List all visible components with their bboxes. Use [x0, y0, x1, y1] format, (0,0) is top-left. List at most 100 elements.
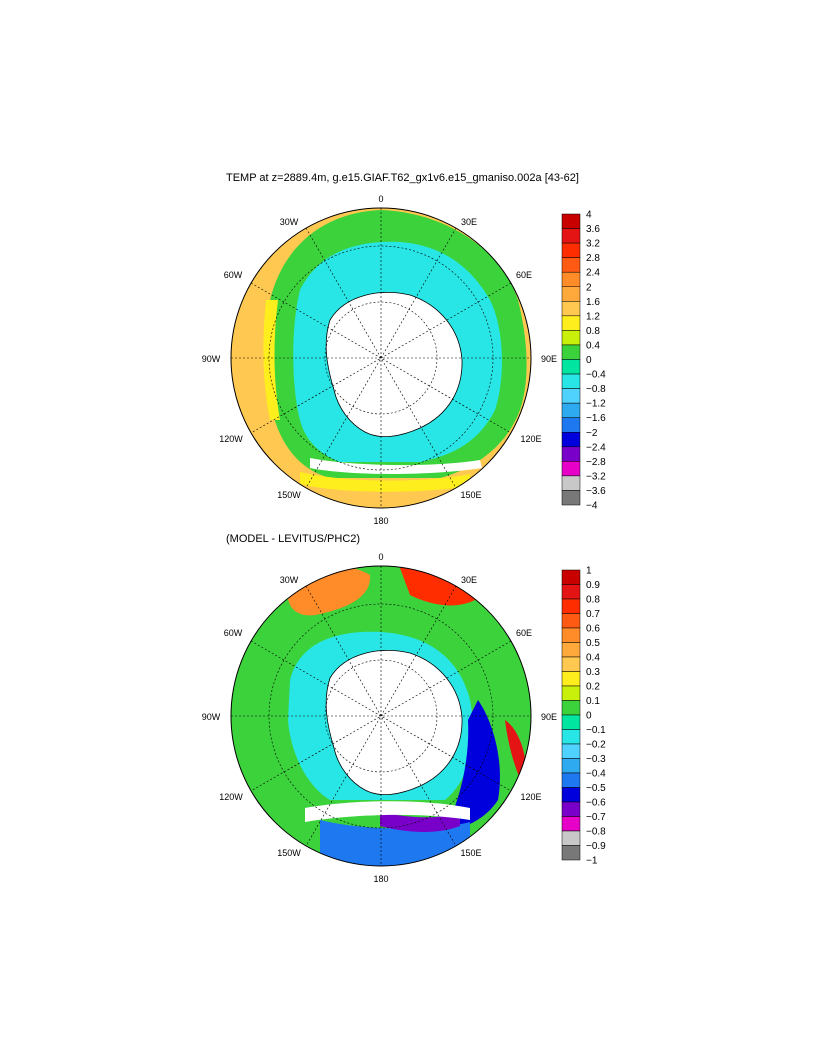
bottom-purple-south: [380, 812, 460, 832]
longitude-label: 30W: [280, 575, 299, 585]
colorbar-swatch: [561, 584, 581, 600]
colorbar-swatch: [561, 271, 581, 288]
longitude-label: 180: [373, 516, 388, 526]
longitude-label: 150E: [460, 490, 481, 500]
colorbar-label: 2: [586, 282, 592, 293]
colorbar-label: 0.1: [586, 696, 600, 707]
colorbar-swatch: [561, 315, 581, 331]
longitude-label: 60W: [224, 628, 243, 638]
top-longitude-labels: 0 30E 60E 90E 120E 150E 180 150W 120W 90W 60W 30W: [202, 194, 557, 526]
longitude-label: 120E: [520, 434, 541, 444]
colorbar-swatch: [561, 330, 581, 346]
longitude-label: 150W: [277, 490, 301, 500]
colorbar-label: 0.7: [586, 609, 600, 620]
longitude-label: 90E: [541, 712, 557, 722]
top-yellow-west-rim: [263, 300, 280, 420]
colorbar-swatch: [561, 598, 581, 614]
colorbar-label: −3.2: [586, 471, 606, 482]
colorbar-label: −1.6: [586, 413, 606, 424]
bottom-map-border: [230, 565, 532, 867]
colorbar-label: 1.2: [586, 311, 600, 322]
colorbar-label: 0: [586, 711, 592, 722]
colorbar-swatch: [561, 671, 581, 687]
colorbar-swatch: [561, 569, 581, 585]
top-antarctica-land: [325, 292, 463, 438]
colorbar-swatch: [561, 613, 581, 629]
longitude-label: 90W: [202, 354, 221, 364]
colorbar-swatch: [561, 700, 581, 716]
bottom-panel-title: (MODEL - LEVITUS/PHC2): [226, 533, 361, 545]
colorbar-label: 0: [586, 355, 592, 366]
longitude-label: 60E: [516, 270, 532, 280]
colorbar-swatch: [561, 729, 581, 745]
bottom-colorbar: 1 0.9 0.8 0.7 0.6 0.5 0.4 0.3 0.2 0.1 0 −0.1 −0.2 −0.…: [561, 566, 606, 867]
longitude-label: 30E: [461, 217, 477, 227]
colorbar-swatch: [561, 490, 581, 506]
colorbar-swatch: [561, 344, 581, 360]
colorbar-swatch: [561, 461, 581, 477]
colorbar-swatch: [561, 228, 581, 244]
colorbar-label: 0.9: [586, 580, 600, 591]
colorbar-swatch: [561, 642, 581, 658]
colorbar-label: 3.2: [586, 239, 600, 250]
colorbar-label: −1: [586, 856, 598, 867]
colorbar-label: 3.6: [586, 224, 600, 235]
longitude-label: 30E: [461, 575, 477, 585]
top-south-white-strip: [310, 458, 482, 474]
top-colorbar: 4 3.6 3.2 2.8 2.4 2 1.6 1.2 0.8 0.4 0 −0.4 −0.8 −1.2 −…: [561, 210, 606, 512]
colorbar-label: −2.4: [586, 442, 606, 453]
bottom-graticule: [231, 566, 531, 866]
longitude-label: 150W: [277, 848, 301, 858]
longitude-label: 60E: [516, 628, 532, 638]
bottom-blue-east-band: [445, 700, 500, 830]
bottom-antarctica-land: [325, 650, 463, 796]
colorbar-swatch: [561, 714, 581, 730]
colorbar-swatch: [561, 388, 581, 404]
colorbar-swatch: [561, 656, 581, 672]
colorbar-swatch: [561, 787, 581, 803]
colorbar-swatch: [561, 432, 581, 448]
longitude-label: 90W: [202, 712, 221, 722]
colorbar-swatch: [561, 242, 581, 258]
bottom-red-ne-patch: [400, 566, 475, 606]
colorbar-label: 4: [586, 210, 592, 221]
colorbar-label: −0.1: [586, 725, 606, 736]
colorbar-label: 1: [586, 566, 592, 577]
longitude-label: 0: [378, 194, 383, 204]
colorbar-swatch: [561, 257, 581, 273]
longitude-label: 30W: [280, 217, 299, 227]
colorbar-label: 0.8: [586, 595, 600, 606]
colorbar-swatch: [561, 830, 581, 846]
bottom-longitude-labels: 0 30E 60E 90E 120E 150E 180 150W 120W 90W 60W 30W: [202, 552, 557, 884]
top-graticule: [231, 208, 531, 508]
colorbar-label: −0.5: [586, 783, 606, 794]
colorbar-label: −2.8: [586, 457, 606, 468]
colorbar-swatch: [561, 627, 581, 643]
top-yellow-south-rim: [300, 472, 470, 492]
colorbar-label: 1.6: [586, 297, 600, 308]
colorbar-label: 2.4: [586, 268, 600, 279]
colorbar-label: −0.4: [586, 370, 606, 381]
colorbar-swatch: [561, 373, 581, 389]
colorbar-swatch: [561, 475, 581, 491]
colorbar-label: 0.5: [586, 638, 600, 649]
longitude-label: 60W: [224, 270, 243, 280]
colorbar-swatch: [561, 402, 581, 418]
colorbar-swatch: [561, 801, 581, 817]
colorbar-label: 2.8: [586, 253, 600, 264]
longitude-label: 150E: [460, 848, 481, 858]
colorbar-label: −2: [586, 428, 598, 439]
longitude-label: 120W: [219, 434, 243, 444]
colorbar-swatch: [561, 758, 581, 774]
colorbar-label: −0.7: [586, 812, 606, 823]
colorbar-swatch: [561, 301, 581, 317]
colorbar-swatch: [561, 359, 581, 375]
longitude-label: 180: [373, 874, 388, 884]
colorbar-swatch: [561, 743, 581, 759]
top-temperature-map: 0 30E 60E 90E 120E 150E 180 150W 120W 90W 60W 30W: [202, 194, 557, 526]
bottom-difference-map: 0 30E 60E 90E 120E 150E 180 150W 120W 90W 60W 30W: [202, 552, 557, 884]
colorbar-label: −4: [586, 501, 598, 512]
colorbar-swatch: [561, 685, 581, 701]
colorbar-label: 0.3: [586, 667, 600, 678]
